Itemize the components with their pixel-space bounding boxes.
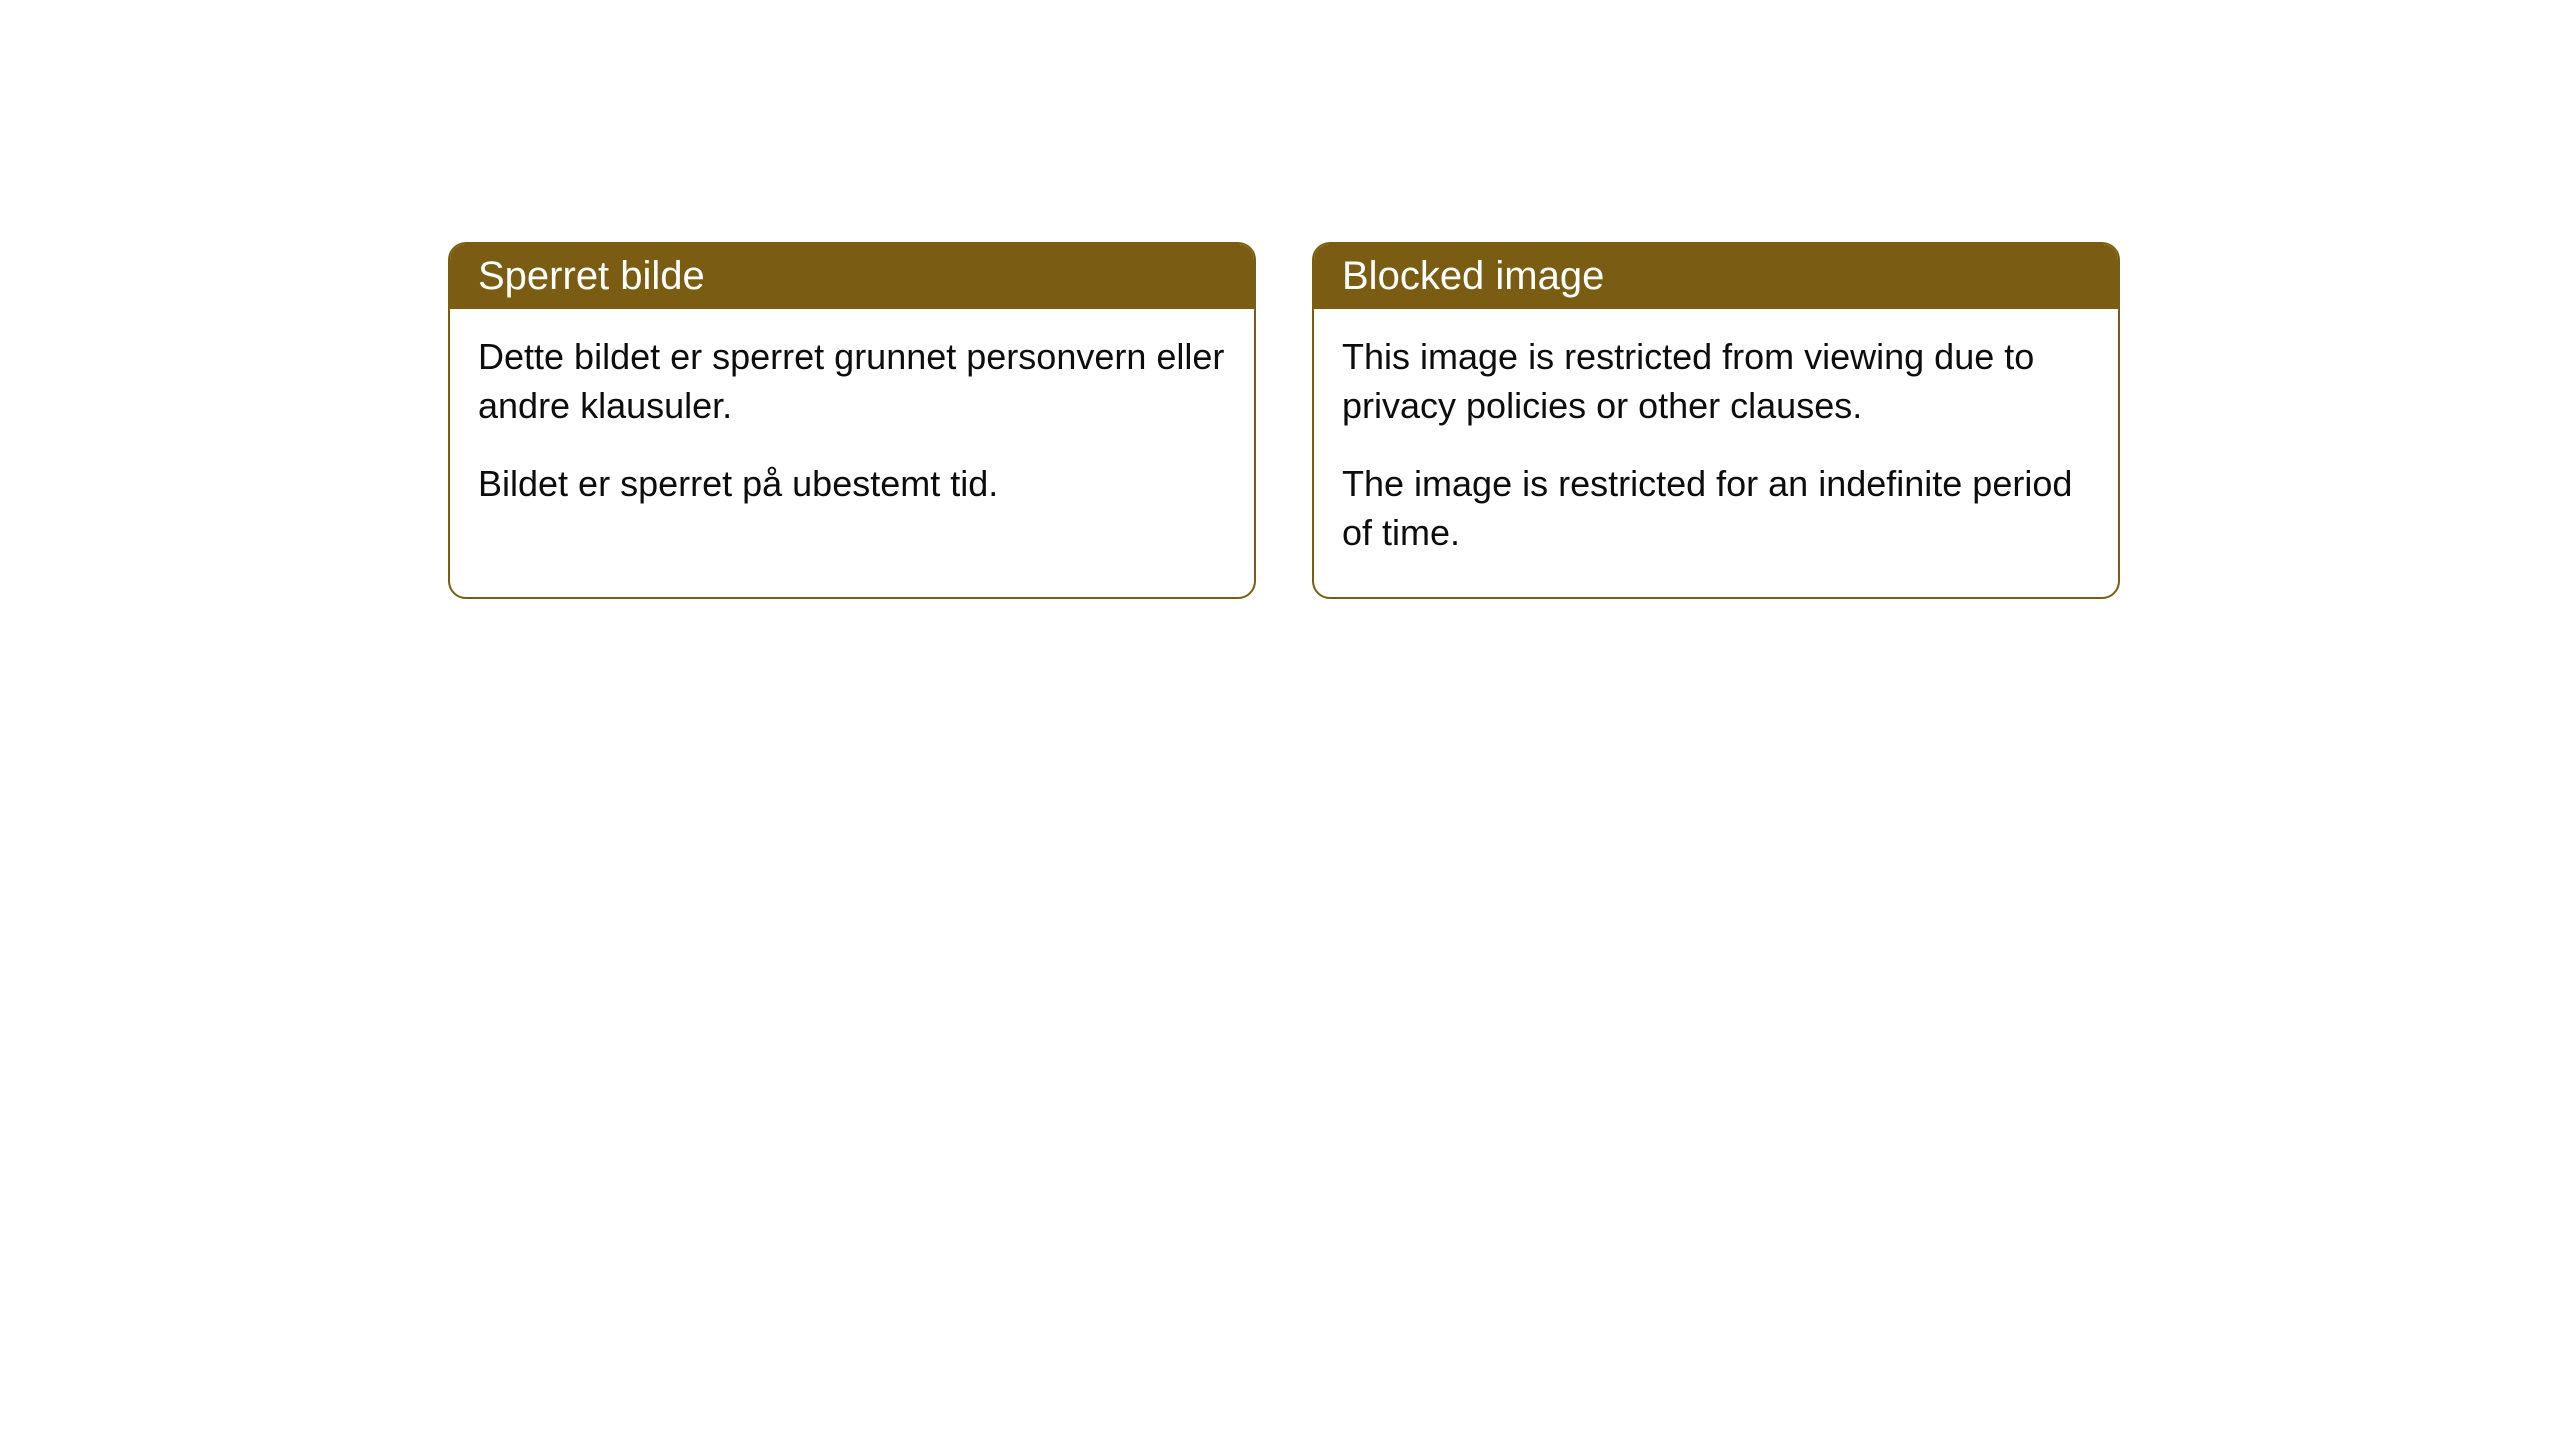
card-header: Sperret bilde bbox=[450, 244, 1254, 309]
card-container: Sperret bilde Dette bildet er sperret gr… bbox=[0, 0, 2560, 599]
card-body: Dette bildet er sperret grunnet personve… bbox=[450, 309, 1254, 549]
card-body: This image is restricted from viewing du… bbox=[1314, 309, 2118, 597]
card-paragraph: This image is restricted from viewing du… bbox=[1342, 333, 2090, 430]
card-paragraph: Dette bildet er sperret grunnet personve… bbox=[478, 333, 1226, 430]
blocked-image-card-en: Blocked image This image is restricted f… bbox=[1312, 242, 2120, 599]
card-header: Blocked image bbox=[1314, 244, 2118, 309]
card-paragraph: The image is restricted for an indefinit… bbox=[1342, 460, 2090, 557]
blocked-image-card-no: Sperret bilde Dette bildet er sperret gr… bbox=[448, 242, 1256, 599]
card-paragraph: Bildet er sperret på ubestemt tid. bbox=[478, 460, 1226, 509]
